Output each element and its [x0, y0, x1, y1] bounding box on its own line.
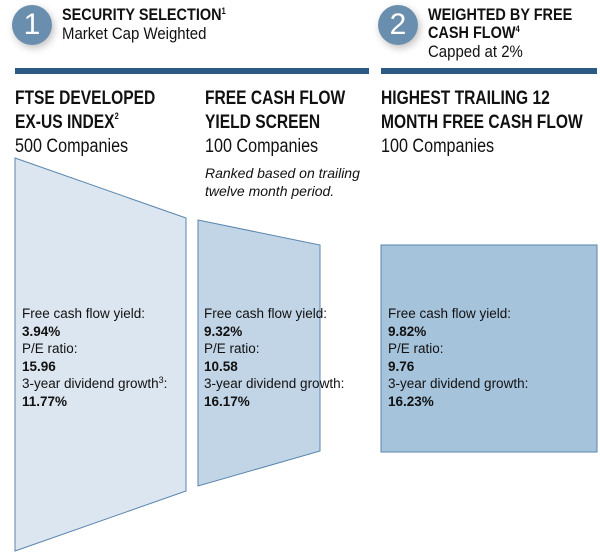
step-1-divider: [15, 68, 369, 74]
shape-weighted: [380, 244, 598, 453]
column-index-header: FTSE DEVELOPED EX-US INDEX2 500 Companie…: [15, 87, 186, 159]
step-1-header: SECURITY SELECTION1 Market Cap Weighted: [62, 6, 255, 44]
company-count: 100 Companies: [381, 136, 495, 157]
step-number-badge: 1: [12, 5, 52, 45]
step-subtitle: Capped at 2%: [428, 42, 523, 61]
step-2-divider: [381, 68, 597, 74]
step-title: SECURITY SELECTION: [62, 5, 222, 24]
step-2-header: WEIGHTED BY FREE CASH FLOW4 Capped at 2%: [428, 6, 598, 62]
shape-index: [14, 157, 187, 552]
step-title: CASH FLOW: [428, 23, 516, 42]
step-title: WEIGHTED BY FREE: [428, 5, 573, 24]
step-subtitle: Market Cap Weighted: [62, 24, 207, 43]
weighted-stats: Free cash flow yield: 9.82% P/E ratio: 9.7…: [388, 306, 529, 409]
step-number-badge: 2: [378, 5, 418, 45]
column-screen-header: FREE CASH FLOW YIELD SCREEN 100 Companie…: [205, 87, 376, 200]
index-stats: Free cash flow yield: 3.94% P/E ratio: 15.…: [22, 306, 168, 409]
ranking-note: twelve month period.: [205, 183, 335, 199]
company-count: 100 Companies: [205, 136, 319, 157]
company-count: 500 Companies: [15, 136, 129, 157]
column-weighted-header: HIGHEST TRAILING 12 MONTH FREE CASH FLOW…: [381, 87, 600, 159]
screen-stats: Free cash flow yield: 9.32% P/E ratio: 10.…: [204, 306, 345, 409]
shape-screen: [197, 219, 321, 487]
ranking-note: Ranked based on trailing: [205, 165, 360, 181]
